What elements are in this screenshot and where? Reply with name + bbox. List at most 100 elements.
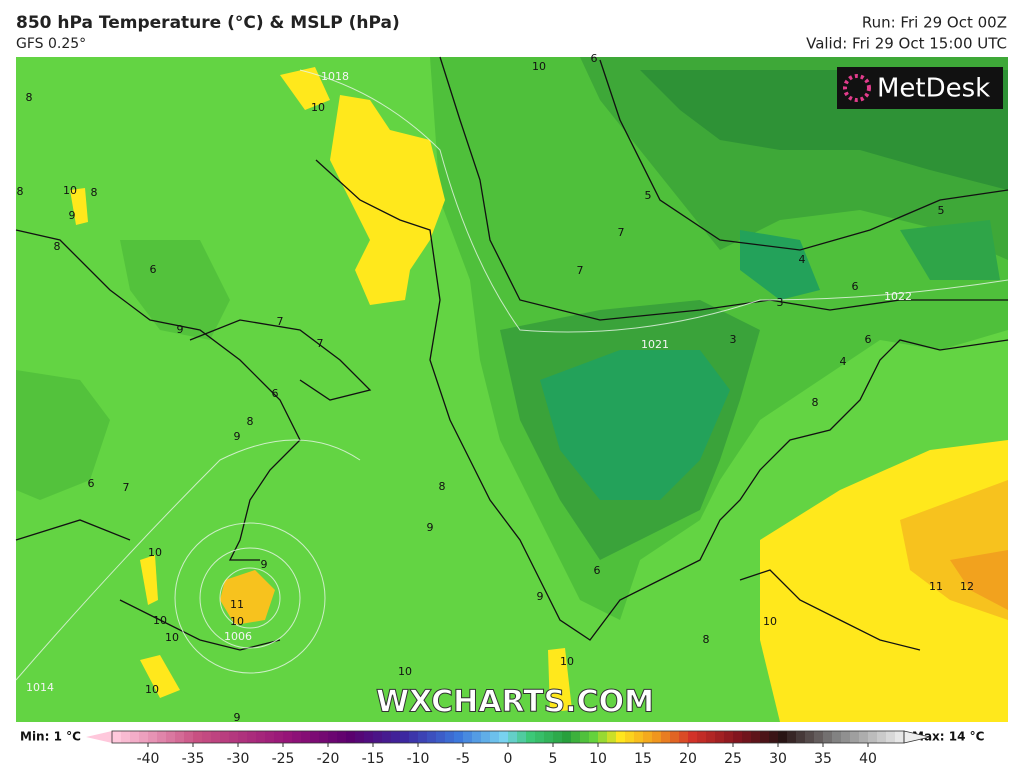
colorbar-tick-label: -10 (407, 751, 430, 767)
colorbar-swatch (742, 731, 752, 743)
contour-label: 8 (17, 185, 24, 198)
colorbar-swatch (220, 731, 230, 743)
contour-label: 7 (123, 481, 130, 494)
colorbar-tick-label: 30 (769, 751, 787, 767)
logo: MetDesk (837, 67, 1003, 109)
colorbar-swatch (337, 731, 347, 743)
coastline (15, 56, 1009, 651)
temperature-zone (220, 570, 275, 625)
colorbar-tick-label: -15 (362, 751, 385, 767)
contour-label: 8 (439, 480, 446, 493)
temperature-zone (140, 555, 158, 605)
colorbar-swatch (292, 731, 302, 743)
contour-label: 10 (153, 614, 167, 627)
colorbar-swatch (211, 731, 221, 743)
colorbar-swatch (328, 731, 338, 743)
colorbar-swatch (121, 731, 131, 743)
colorbar-swatch (688, 731, 698, 743)
colorbar-swatch (877, 731, 887, 743)
run-time: Run: Fri 29 Oct 00Z (862, 14, 1007, 32)
colorbar-arrow (86, 731, 112, 743)
contour-label: 8 (54, 240, 61, 253)
logo-icon (843, 74, 871, 102)
contour-label: 8 (703, 633, 710, 646)
colorbar-swatch (382, 731, 392, 743)
colorbar-swatch (472, 731, 482, 743)
colorbar-swatch (400, 731, 410, 743)
contour-label: 8 (812, 396, 819, 409)
colorbar-swatch (391, 731, 401, 743)
colorbar-swatch (598, 731, 608, 743)
colorbar-tick-label: -25 (272, 751, 295, 767)
colorbar-swatch (364, 731, 374, 743)
model-name: GFS 0.25° (16, 36, 86, 52)
colorbar-swatch (229, 731, 239, 743)
map-title: 850 hPa Temperature (°C) & MSLP (hPa) (16, 13, 400, 33)
contour-label: 9 (427, 521, 434, 534)
colorbar-swatch (751, 731, 761, 743)
colorbar-swatch (823, 731, 833, 743)
colorbar-tick-label: -35 (182, 751, 205, 767)
contour-label: 10 (311, 101, 325, 114)
contour-label: 9 (234, 711, 241, 724)
temperature-zone (16, 370, 110, 500)
colorbar-swatch (607, 731, 617, 743)
colorbar-tick-label: 35 (814, 751, 832, 767)
colorbar-tick-label: 25 (724, 751, 742, 767)
contour-label: 1006 (224, 630, 252, 643)
colorbar-swatch (796, 731, 806, 743)
contour-label: 4 (799, 253, 806, 266)
colorbar-swatch (247, 731, 257, 743)
colorbar-swatch (418, 731, 428, 743)
contour-label: 8 (91, 186, 98, 199)
contour-label: 6 (272, 387, 279, 400)
colorbar-swatch (706, 731, 716, 743)
colorbar-tick-label: -40 (137, 751, 160, 767)
colorbar-swatch (490, 731, 500, 743)
contour-label: 6 (150, 263, 157, 276)
colorbar-swatch (157, 731, 167, 743)
contour-label: 1018 (321, 70, 349, 83)
contour-label: 7 (277, 315, 284, 328)
colorbar-swatch (643, 731, 653, 743)
colorbar-swatch (679, 731, 689, 743)
contour-label: 1021 (641, 338, 669, 351)
contour-label: 7 (577, 264, 584, 277)
contour-label: 10 (532, 60, 546, 73)
colorbar-swatch (193, 731, 203, 743)
colorbar-swatch (166, 731, 176, 743)
contour-label: 3 (730, 333, 737, 346)
colorbar-swatch (778, 731, 788, 743)
colorbar-swatch (184, 731, 194, 743)
colorbar-swatch (715, 731, 725, 743)
colorbar-swatch (670, 731, 680, 743)
colorbar-tick-label: 5 (549, 751, 558, 767)
contour-label: 10 (763, 615, 777, 628)
temperature-zone (140, 655, 180, 698)
colorbar-swatch (427, 731, 437, 743)
contour-label: 11 (230, 598, 244, 611)
contour-label: 9 (537, 590, 544, 603)
colorbar-swatch (805, 731, 815, 743)
colorbar-swatch (463, 731, 473, 743)
colorbar-tick-label: 40 (859, 751, 877, 767)
contour-label: 9 (261, 558, 268, 571)
colorbar-swatch (589, 731, 599, 743)
contour-label: 5 (645, 189, 652, 202)
contour-label: 8 (247, 415, 254, 428)
colorbar-tick-label: 10 (589, 751, 607, 767)
contour-label: 5 (938, 204, 945, 217)
colorbar-swatch (526, 731, 536, 743)
colorbar-swatch (238, 731, 248, 743)
colorbar-swatch (454, 731, 464, 743)
colorbar-swatch (139, 731, 149, 743)
colorbar-swatch (661, 731, 671, 743)
contour-label: 6 (865, 333, 872, 346)
colorbar-swatch (499, 731, 509, 743)
logo-background (837, 67, 1003, 109)
contour-label: 8 (26, 91, 33, 104)
colorbar-swatch (535, 731, 545, 743)
colorbar-swatch (814, 731, 824, 743)
colorbar-swatch (508, 731, 518, 743)
